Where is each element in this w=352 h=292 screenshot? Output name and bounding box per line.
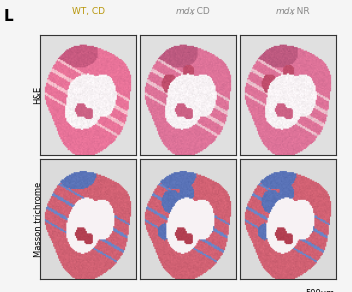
Text: WT, CD: WT, CD (72, 7, 105, 16)
Text: mdx: mdx (176, 7, 195, 16)
Text: L: L (4, 9, 13, 24)
Text: 500μm: 500μm (305, 289, 334, 292)
Text: , CD: , CD (191, 7, 210, 16)
Text: H&E: H&E (33, 86, 43, 104)
Text: mdx: mdx (276, 7, 295, 16)
Text: , NR: , NR (291, 7, 310, 16)
Text: Masson trichrome: Masson trichrome (33, 181, 43, 257)
